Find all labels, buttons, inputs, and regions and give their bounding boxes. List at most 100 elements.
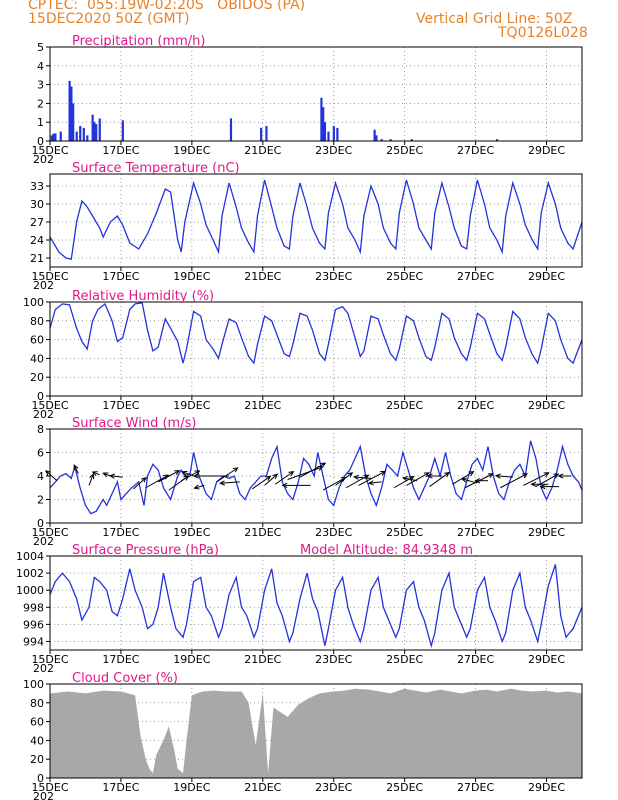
wind-arrow-head: [193, 484, 200, 490]
panel-surface-wind: [45, 428, 583, 527]
x-tick-label: 15DEC: [31, 781, 68, 794]
x-tick-label: 29DEC: [528, 526, 565, 539]
wind-arrow-shaft: [251, 475, 271, 490]
panel-relative-humidity: [46, 301, 583, 400]
wind-arrow-shaft: [45, 470, 58, 482]
header-station: CPTEC: 055:19W-02:20S OBIDOS (PA): [28, 0, 306, 13]
precip-bar: [93, 122, 96, 141]
wind-arrow-shaft: [157, 470, 180, 483]
precip-bar: [320, 97, 323, 141]
precip-bar: [410, 139, 413, 141]
precip-bar: [265, 125, 268, 141]
wind-arrow-head: [353, 474, 360, 480]
x-tick-label: 17DEC: [102, 526, 139, 539]
y-tick-label: 994: [23, 635, 44, 648]
precip-bar: [59, 131, 62, 141]
x-tick-label: 27DEC: [457, 526, 494, 539]
wind-arrow-shaft: [354, 476, 372, 479]
x-tick-label: 25DEC: [386, 526, 423, 539]
header-grid-note: Vertical Grid Line: 50Z: [416, 11, 573, 27]
precip-bar: [70, 86, 73, 141]
y-tick-label: 20: [30, 371, 44, 384]
x-tick-label: 27DEC: [457, 399, 494, 412]
wind-arrow-shaft: [452, 471, 474, 485]
precip-bar: [380, 139, 383, 141]
y-tick-label: 998: [23, 601, 44, 614]
panel-title: Precipitation (mm/h): [72, 34, 205, 49]
panel-frame: [49, 46, 583, 142]
wind-arrow-head: [494, 473, 501, 479]
wind-arrow-shaft: [322, 477, 346, 491]
y-tick-label: 1: [37, 116, 44, 129]
x-tick-label: 29DEC: [528, 399, 565, 412]
wind-arrow-head: [487, 473, 494, 479]
wind-arrow-head: [181, 470, 188, 476]
y-tick-label: 80: [30, 697, 44, 710]
wind-arrow-head: [320, 462, 327, 468]
y-tick-label: 24: [30, 234, 44, 247]
wind-arrow-shaft: [368, 481, 382, 484]
surface-temperature-line: [49, 179, 583, 260]
x-tick-label: 17DEC: [102, 144, 139, 157]
wind-arrow-head: [45, 470, 51, 476]
precip-bar: [375, 135, 378, 141]
precip-bar: [260, 127, 263, 141]
year-label: 202: [33, 662, 54, 675]
precip-bar: [79, 125, 82, 141]
x-tick-label: 29DEC: [528, 653, 565, 666]
wind-arrow-shaft: [92, 471, 100, 476]
x-tick-label: 23DEC: [315, 526, 352, 539]
wind-arrow-head: [444, 471, 451, 478]
wind-arrow-head: [401, 476, 409, 482]
precip-bar: [68, 80, 71, 141]
wind-arrow-head: [557, 473, 564, 479]
y-tick-label: 60: [30, 334, 44, 347]
precip-bar: [389, 139, 392, 141]
panel-title: Surface Temperature (nC): [72, 161, 240, 176]
wind-arrow-head: [192, 473, 199, 479]
wind-arrow-head: [468, 471, 475, 477]
x-tick-label: 17DEC: [102, 653, 139, 666]
x-tick-label: 19DEC: [173, 399, 210, 412]
precip-bar: [322, 107, 325, 141]
y-tick-label: 3: [37, 79, 44, 92]
precip-bar: [72, 103, 75, 141]
wind-arrow-shaft: [110, 475, 123, 478]
x-tick-label: 17DEC: [102, 270, 139, 283]
wind-arrow-head: [108, 473, 115, 479]
precip-bar: [327, 131, 330, 141]
y-tick-label: 1000: [16, 584, 44, 597]
panel-subtitle: Model Altitude: 84.9348 m: [300, 543, 473, 558]
year-label: 202: [33, 279, 54, 292]
wind-arrow-head: [522, 473, 529, 479]
y-tick-label: 5: [37, 41, 44, 54]
wind-arrow-shaft: [358, 470, 386, 486]
wind-arrow-shaft: [274, 471, 294, 485]
precip-bar: [373, 129, 376, 141]
panel-surface-pressure: [46, 555, 583, 654]
wind-arrow-shaft: [145, 474, 169, 489]
x-tick-label: 19DEC: [173, 144, 210, 157]
wind-arrow-shaft: [194, 484, 205, 489]
wind-arrow-head: [288, 470, 295, 477]
wind-arrow-head: [460, 477, 467, 483]
year-label: 202: [33, 535, 54, 548]
panel-surface-temperature: [46, 173, 583, 271]
panel-frame: [49, 173, 583, 268]
x-tick-label: 25DEC: [386, 144, 423, 157]
y-tick-label: 33: [30, 180, 44, 193]
x-tick-label: 23DEC: [315, 144, 352, 157]
wind-arrow-head: [73, 464, 79, 471]
x-tick-label: 21DEC: [244, 653, 281, 666]
year-label: 202: [33, 790, 54, 800]
panel-cloud-cover: [46, 683, 583, 782]
surface-pressure-line: [49, 564, 583, 649]
wind-arrow-shaft: [88, 474, 94, 486]
wind-arrow-shaft: [216, 467, 238, 483]
wind-arrow-head: [265, 475, 272, 481]
y-tick-label: 40: [30, 734, 44, 747]
wind-arrow-head: [174, 470, 181, 476]
x-tick-label: 15DEC: [31, 653, 68, 666]
y-tick-label: 6: [37, 447, 44, 460]
